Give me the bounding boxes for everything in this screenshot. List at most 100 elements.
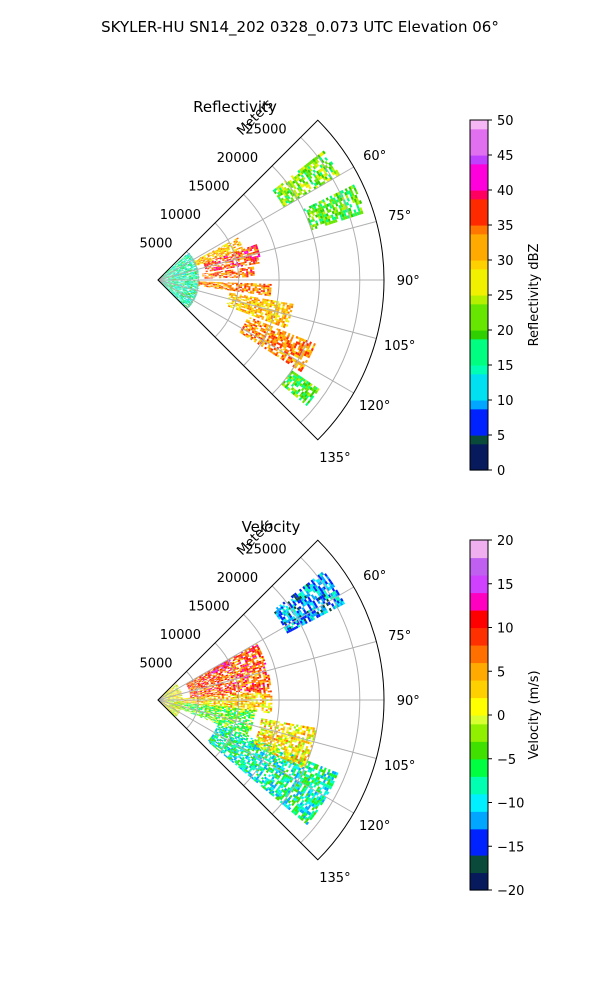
echo-cell xyxy=(184,281,187,282)
echo-cell xyxy=(266,315,269,318)
echo-cell xyxy=(203,255,206,258)
echo-cell xyxy=(168,286,170,288)
echo-cell xyxy=(267,674,270,677)
echo-cell xyxy=(225,244,229,247)
echo-cell xyxy=(184,276,187,277)
echo-cell xyxy=(226,245,229,248)
echo-cell xyxy=(176,293,178,295)
echo-cell xyxy=(182,262,184,265)
echo-cell xyxy=(178,297,181,299)
echo-cell xyxy=(223,249,226,252)
echo-cell xyxy=(186,299,189,302)
echo-cell xyxy=(204,258,207,261)
echo-cell xyxy=(278,303,281,306)
echo-cell xyxy=(175,291,177,293)
colorbar-segment xyxy=(470,268,488,279)
echo-cell xyxy=(184,267,187,269)
echo-cell xyxy=(268,681,271,684)
echo-cell xyxy=(262,308,265,311)
echo-cell xyxy=(169,277,172,278)
echo-cell xyxy=(237,253,241,255)
echo-cell xyxy=(286,320,290,323)
colorbar-segment xyxy=(470,172,488,182)
echo-cell xyxy=(184,702,187,703)
echo-cell xyxy=(299,188,303,192)
echo-cell xyxy=(176,262,179,265)
echo-cell xyxy=(182,301,185,304)
echo-cell xyxy=(199,262,202,265)
echo-cell xyxy=(215,700,218,702)
echo-cell xyxy=(191,262,194,264)
echo-cell xyxy=(193,292,196,294)
echo-cell xyxy=(240,703,243,705)
echo-cell xyxy=(181,270,184,272)
echo-cell xyxy=(167,281,170,283)
echo-cell xyxy=(208,281,211,283)
echo-cell xyxy=(166,285,169,287)
echo-cell xyxy=(183,300,186,303)
echo-cell xyxy=(249,326,253,329)
echo-cell xyxy=(277,188,281,192)
echo-cell xyxy=(222,259,225,261)
echo-cell xyxy=(210,252,213,254)
echo-cell xyxy=(243,306,246,309)
echo-cell xyxy=(245,304,249,307)
echo-cell xyxy=(176,282,179,283)
echo-cell xyxy=(309,341,312,345)
echo-cell xyxy=(250,245,254,248)
echo-cell xyxy=(170,286,173,288)
echo-cell xyxy=(265,285,268,288)
echo-cell xyxy=(219,707,222,709)
echo-cell xyxy=(187,302,190,304)
echo-cell xyxy=(165,286,168,288)
echo-cell xyxy=(215,266,218,268)
echo-cell xyxy=(184,283,187,284)
echo-cell xyxy=(280,182,284,186)
echo-cell xyxy=(225,262,228,264)
echo-cell xyxy=(331,171,336,176)
echo-cell xyxy=(242,309,245,312)
echo-cell xyxy=(214,680,217,683)
echo-cell xyxy=(167,276,170,277)
echo-cell xyxy=(244,710,247,713)
echo-cell xyxy=(298,179,303,183)
echo-cell xyxy=(284,314,287,318)
echo-cell xyxy=(237,258,240,261)
echo-cell xyxy=(247,304,251,307)
echo-cell xyxy=(281,191,285,195)
echo-cell xyxy=(215,252,219,255)
echo-cell xyxy=(250,333,253,337)
echo-cell xyxy=(222,248,226,251)
echo-cell xyxy=(267,303,271,306)
echo-cell xyxy=(173,283,176,285)
echo-cell xyxy=(261,317,264,320)
echo-cell xyxy=(239,294,242,297)
echo-cell xyxy=(234,305,237,308)
echo-cell xyxy=(301,338,305,342)
echo-cell xyxy=(169,275,172,277)
echo-cell xyxy=(290,197,294,201)
echo-cell xyxy=(321,159,325,164)
echo-cell xyxy=(182,267,185,270)
echo-cell xyxy=(315,174,320,178)
echo-cell xyxy=(169,288,171,291)
echo-cell xyxy=(293,353,297,357)
echo-cell xyxy=(183,260,186,263)
echo-cell xyxy=(295,373,299,378)
echo-cell xyxy=(193,280,196,282)
echo-cell xyxy=(174,282,177,284)
echo-cell xyxy=(246,689,249,692)
echo-cell xyxy=(256,288,259,290)
echo-cell xyxy=(310,181,314,185)
echo-cell xyxy=(201,704,204,706)
echo-cell xyxy=(229,293,232,296)
echo-cell xyxy=(235,273,238,276)
echo-cell xyxy=(261,303,264,306)
echo-cell xyxy=(165,271,168,274)
echo-cell xyxy=(274,300,278,303)
echo-cell xyxy=(290,383,295,387)
echo-cell xyxy=(184,283,187,285)
echo-cell xyxy=(191,267,194,269)
echo-cell xyxy=(184,291,187,293)
echo-cell xyxy=(250,284,253,287)
